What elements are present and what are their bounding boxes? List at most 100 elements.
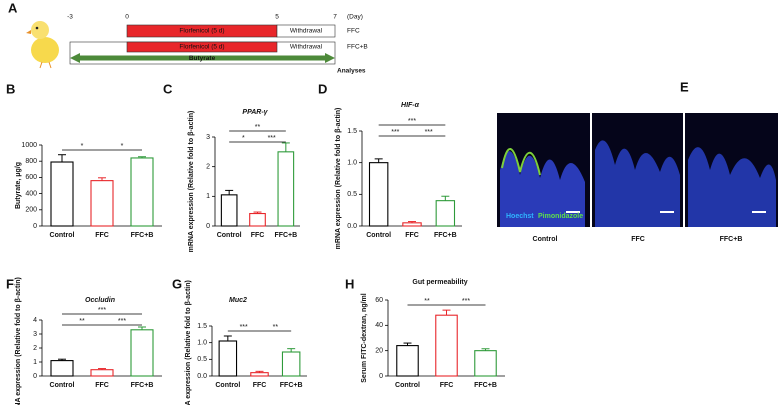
- significance-label: ***: [462, 298, 470, 305]
- x-tick-label: FFC: [253, 382, 267, 389]
- bar: [368, 162, 389, 227]
- bar: [277, 151, 295, 227]
- significance-label: ***: [425, 129, 433, 136]
- y-tick-label: 0: [379, 373, 383, 380]
- significance-label: *: [242, 135, 245, 142]
- x-tick-label: FFC: [95, 382, 109, 389]
- y-axis-label: Serum FITC-dextran, ng/ml: [361, 293, 368, 383]
- withdrawal-label: Withdrawal: [290, 28, 323, 35]
- group-label: FFC+B: [720, 236, 743, 243]
- y-axis-label: Butyrate, μg/g: [15, 162, 22, 209]
- y-tick-label: 2: [206, 164, 210, 171]
- y-tick-label: 1.5: [347, 128, 357, 135]
- significance-label: **: [255, 124, 261, 131]
- y-tick-label: 1.5: [197, 323, 207, 330]
- x-tick-label: FFC+B: [474, 382, 497, 389]
- y-tick-label: 1: [33, 359, 37, 366]
- group-label: FFC+B: [347, 44, 368, 51]
- x-tick-label: FFC: [405, 232, 419, 239]
- y-tick-label: 1000: [21, 142, 37, 149]
- y-tick-label: 3: [206, 134, 210, 141]
- bar: [250, 372, 269, 377]
- significance-label: ***: [391, 129, 399, 136]
- group-label: Control: [533, 236, 558, 243]
- y-axis-label: mRNA expression (Relative fold to β-acti…: [188, 111, 195, 253]
- panel-letter: B: [6, 81, 15, 96]
- panel-letter: E: [680, 79, 689, 94]
- y-axis-label: mRNA expression (Relative fold to β-acti…: [15, 277, 22, 405]
- y-tick-label: 1: [206, 193, 210, 200]
- y-tick-label: 800: [25, 158, 37, 165]
- day-label: 5: [275, 14, 279, 21]
- x-tick-label: Control: [217, 232, 242, 239]
- bar: [396, 345, 419, 377]
- y-tick-label: 0.0: [197, 373, 207, 380]
- day-label: 7: [333, 14, 337, 21]
- supplement-label: Butyrate: [189, 55, 216, 62]
- bar: [281, 351, 301, 377]
- x-tick-label: Control: [50, 382, 75, 389]
- y-tick-label: 600: [25, 174, 37, 181]
- x-tick-label: Control: [50, 232, 75, 239]
- significance-label: ***: [118, 318, 126, 325]
- drug-label: Florfenicol (5 d): [179, 44, 224, 51]
- x-tick-label: FFC+B: [131, 232, 154, 239]
- stain-label: Hoechst: [506, 213, 534, 220]
- bar: [402, 222, 422, 227]
- bar: [435, 314, 458, 377]
- bar: [474, 350, 497, 377]
- drug-label: Florfenicol (5 d): [179, 28, 224, 35]
- x-tick-label: FFC: [95, 232, 109, 239]
- y-axis-label: mRNA expression (Relative fold to β-acti…: [185, 280, 192, 405]
- day-label: -3: [67, 14, 73, 21]
- y-tick-label: 0: [206, 223, 210, 230]
- x-tick-label: FFC+B: [434, 232, 457, 239]
- bar: [435, 200, 456, 227]
- significance-label: *: [121, 143, 124, 150]
- bar: [130, 157, 154, 227]
- x-tick-label: Control: [215, 382, 240, 389]
- panel-letter: C: [163, 81, 173, 96]
- group-label: FFC: [347, 28, 360, 35]
- significance-label: *: [81, 143, 84, 150]
- panel-letter: D: [318, 81, 327, 96]
- chart-title: Muc2: [229, 297, 247, 304]
- panel-letter: G: [172, 276, 182, 291]
- y-tick-label: 0.5: [197, 356, 207, 363]
- chart-title: Occludin: [85, 297, 115, 304]
- bar: [90, 369, 114, 377]
- significance-label: ***: [240, 324, 248, 331]
- y-tick-label: 20: [375, 348, 383, 355]
- bar: [50, 360, 74, 377]
- x-tick-label: FFC+B: [131, 382, 154, 389]
- bar: [50, 161, 74, 227]
- y-tick-label: 200: [25, 207, 37, 214]
- micrograph: [497, 113, 778, 227]
- y-tick-label: 3: [33, 331, 37, 338]
- panel-letter: F: [6, 276, 14, 291]
- y-tick-label: 1.0: [197, 340, 207, 347]
- y-tick-label: 0: [33, 223, 37, 230]
- significance-label: ***: [98, 307, 106, 314]
- y-axis-label: mRNA expression (Relative fold to β-acti…: [335, 108, 342, 250]
- drug-bar: [126, 41, 278, 53]
- y-tick-label: 1.0: [347, 160, 357, 167]
- bar: [220, 194, 238, 227]
- bar: [130, 329, 154, 377]
- x-tick-label: Control: [366, 232, 391, 239]
- x-tick-label: FFC: [440, 382, 454, 389]
- y-tick-label: 0.5: [347, 191, 357, 198]
- y-tick-label: 60: [375, 297, 383, 304]
- significance-label: **: [79, 318, 85, 325]
- end-label: Analyses: [337, 68, 366, 75]
- bar: [218, 340, 238, 377]
- panel-letter: A: [8, 0, 18, 15]
- chart-title: PPAR-γ: [242, 109, 268, 116]
- y-tick-label: 2: [33, 345, 37, 352]
- y-tick-label: 0.0: [347, 223, 357, 230]
- x-tick-label: Control: [395, 382, 420, 389]
- significance-label: **: [424, 298, 430, 305]
- bar: [90, 180, 114, 227]
- withdrawal-label: Withdrawal: [290, 44, 323, 51]
